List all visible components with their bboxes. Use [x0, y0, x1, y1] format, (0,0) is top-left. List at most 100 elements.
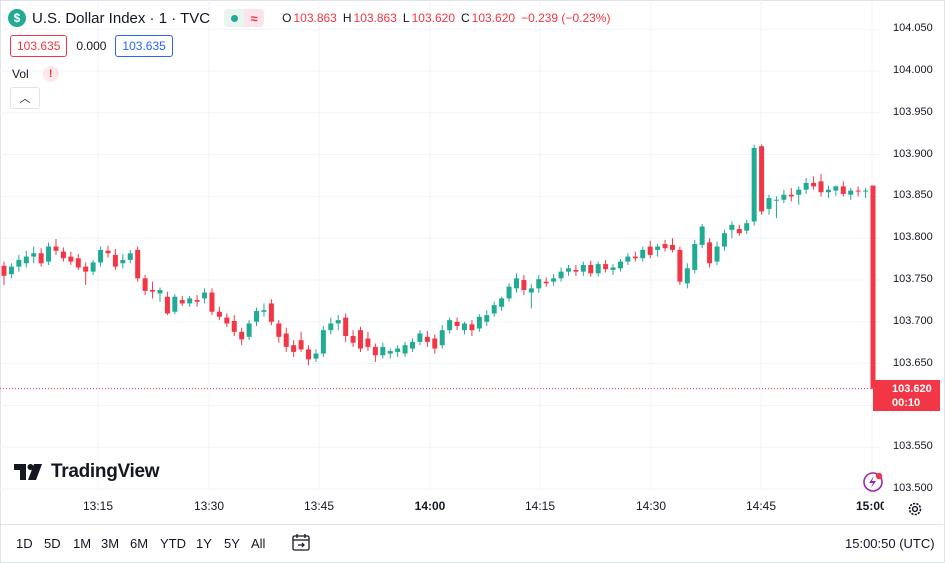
candle-body	[380, 346, 386, 356]
price-tick-label: 103.500	[893, 482, 933, 494]
candle	[291, 340, 297, 357]
price-tick-label: 104.050	[893, 22, 933, 35]
candle	[172, 294, 178, 315]
warning-icon[interactable]: !	[42, 66, 59, 82]
candle	[179, 295, 185, 306]
candle-body	[825, 189, 831, 193]
candle-body	[640, 249, 646, 259]
candle-body	[677, 249, 683, 282]
range-button-1d[interactable]: 1D	[16, 536, 33, 551]
candle	[610, 264, 616, 275]
candle-body	[83, 266, 89, 272]
candle-body	[573, 269, 579, 272]
range-button-5y[interactable]: 5Y	[224, 536, 240, 551]
candle-body	[328, 323, 334, 331]
candle	[424, 330, 430, 347]
candle	[268, 299, 274, 326]
tradingview-logo-icon	[14, 464, 42, 480]
symbol-title[interactable]: U.S. Dollar Index · 1 · TVC	[32, 9, 211, 27]
candle-body	[157, 290, 163, 294]
candle	[640, 246, 646, 262]
range-button-1m[interactable]: 1M	[73, 536, 92, 551]
candle-body	[150, 290, 156, 292]
candle	[335, 315, 341, 331]
candle	[320, 325, 326, 357]
candle-body	[632, 256, 638, 259]
candle	[261, 303, 267, 317]
candle	[23, 250, 29, 268]
candle-body	[699, 226, 705, 245]
price-tick-label: 103.700	[893, 314, 933, 327]
time-tick-label: 14:45	[745, 499, 777, 513]
candle	[83, 262, 89, 286]
range-button-5d[interactable]: 5D	[44, 536, 61, 551]
candle-body	[261, 310, 267, 312]
range-button-all[interactable]: All	[251, 536, 266, 551]
tradingview-logo[interactable]: TradingView	[14, 461, 160, 483]
candle-body	[283, 333, 289, 347]
candle	[16, 254, 22, 272]
candle	[239, 327, 245, 346]
candle	[283, 327, 289, 352]
candle	[469, 320, 475, 337]
candle-body	[142, 278, 148, 291]
price-tick-label: 103.750	[893, 273, 933, 285]
candle-body	[759, 146, 765, 212]
candle	[573, 264, 579, 276]
candle	[127, 249, 133, 264]
candle-body	[610, 267, 616, 270]
market-status[interactable]: ≈	[224, 9, 265, 27]
range-button-3m[interactable]: 3M	[101, 536, 120, 551]
candle-body	[31, 253, 37, 257]
range-button-ytd[interactable]: YTD	[160, 536, 186, 551]
buy-price-button[interactable]: 103.635	[115, 35, 173, 57]
candle	[521, 274, 527, 296]
candle	[38, 248, 44, 267]
candle	[276, 320, 282, 343]
candle-body	[372, 346, 378, 356]
candle-body	[105, 250, 111, 254]
candle	[75, 254, 81, 270]
candles	[1, 144, 876, 389]
collapse-legend-button[interactable]: ︿	[10, 87, 40, 109]
candle	[513, 273, 519, 293]
last-price-label: 103.620 00:10	[873, 380, 940, 411]
candle-body	[491, 305, 497, 314]
candle-body	[588, 264, 594, 274]
candle	[692, 239, 698, 274]
candle	[647, 240, 653, 259]
low-label: L	[402, 11, 410, 25]
candle-body	[580, 264, 586, 272]
candle-body	[803, 183, 809, 190]
candle	[402, 341, 408, 357]
candle	[410, 338, 416, 352]
candle-body	[358, 330, 364, 349]
candle	[231, 315, 237, 337]
candle-body	[521, 280, 527, 291]
candle-body	[647, 246, 653, 255]
candle-body	[432, 338, 438, 349]
candle-body	[60, 251, 66, 259]
candle	[454, 317, 460, 331]
utc-clock[interactable]: 15:00:50 (UTC)	[845, 536, 935, 551]
candle	[625, 253, 631, 265]
price-tick-label: 104.000	[893, 64, 933, 76]
candle	[729, 221, 735, 239]
candle	[298, 331, 304, 352]
volume-label[interactable]: Vol	[12, 67, 29, 81]
candle-body	[721, 233, 727, 247]
candle-body	[818, 181, 824, 193]
candle-body	[209, 292, 215, 312]
candle-body	[461, 323, 467, 331]
candle-body	[313, 353, 319, 359]
candle	[484, 310, 490, 326]
price-tick-label: 103.800	[893, 231, 933, 244]
range-button-1y[interactable]: 1Y	[196, 536, 212, 551]
gear-icon[interactable]	[906, 500, 924, 518]
range-button-6m[interactable]: 6M	[130, 536, 149, 551]
candle	[721, 229, 727, 251]
lightning-icon[interactable]	[862, 471, 884, 493]
date-range-calendar-icon[interactable]	[290, 532, 312, 554]
sell-price-button[interactable]: 103.635	[10, 35, 68, 57]
